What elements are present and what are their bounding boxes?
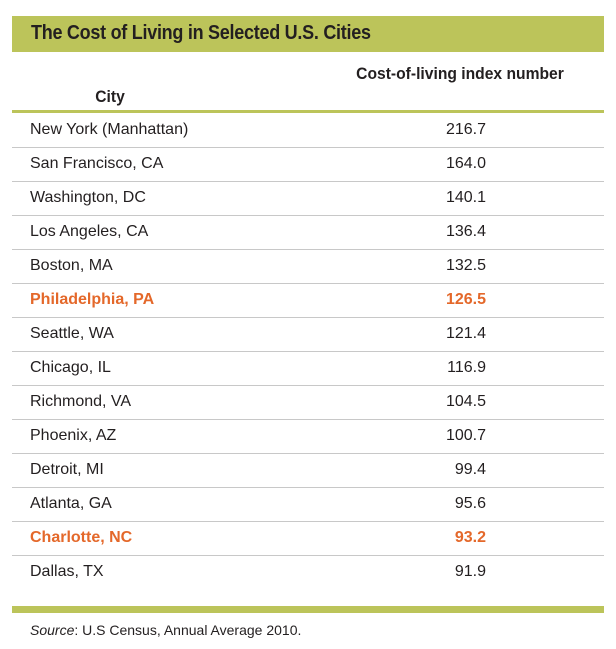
index-cell: 93.2 xyxy=(454,529,486,546)
city-cell: Phoenix, AZ xyxy=(30,427,117,444)
index-cell: 91.9 xyxy=(454,563,486,580)
table-row: Richmond, VA 104.5 xyxy=(12,386,604,420)
table-row: Charlotte, NC 93.2 xyxy=(12,522,604,556)
city-cell: Charlotte, NC xyxy=(30,529,133,546)
city-cell: Los Angeles, CA xyxy=(30,223,149,240)
index-cell: 95.6 xyxy=(454,495,486,512)
table-row: Dallas, TX 91.9 xyxy=(12,556,604,589)
table-row: Boston, MA 132.5 xyxy=(12,250,604,284)
index-cell: 100.7 xyxy=(445,427,486,444)
city-cell: Detroit, MI xyxy=(30,461,104,478)
index-cell: 132.5 xyxy=(445,257,486,274)
index-cell: 164.0 xyxy=(445,155,486,172)
table-row: Philadelphia, PA 126.5 xyxy=(12,284,604,318)
table-row: Washington, DC 140.1 xyxy=(12,182,604,216)
title-band: The Cost of Living in Selected U.S. Citi… xyxy=(12,16,604,52)
table-row: Phoenix, AZ 100.7 xyxy=(12,420,604,454)
header-rule xyxy=(12,110,604,113)
source-label: Source xyxy=(30,622,75,638)
table-row: Los Angeles, CA 136.4 xyxy=(12,216,604,250)
header-city: City xyxy=(95,87,125,106)
city-cell: Washington, DC xyxy=(30,189,146,206)
index-cell: 99.4 xyxy=(454,461,486,478)
table-title: The Cost of Living in Selected U.S. Citi… xyxy=(31,22,371,44)
city-cell: Dallas, TX xyxy=(30,563,104,580)
footer-rule xyxy=(12,606,604,613)
city-cell: Chicago, IL xyxy=(30,359,111,376)
table-row: New York (Manhattan) 216.7 xyxy=(12,114,604,148)
city-cell: Philadelphia, PA xyxy=(30,291,155,308)
index-cell: 136.4 xyxy=(445,223,486,240)
table-row: Seattle, WA 121.4 xyxy=(12,318,604,352)
index-cell: 121.4 xyxy=(445,325,486,342)
city-cell: Seattle, WA xyxy=(30,325,114,342)
index-cell: 116.9 xyxy=(447,359,486,376)
index-cell: 216.7 xyxy=(445,121,486,138)
table-body: New York (Manhattan) 216.7 San Francisco, … xyxy=(12,114,604,589)
source-text: : U.S Census, Annual Average 2010. xyxy=(74,622,302,638)
index-cell: 126.5 xyxy=(445,291,486,308)
city-cell: Atlanta, GA xyxy=(30,495,112,512)
table-row: Atlanta, GA 95.6 xyxy=(12,488,604,522)
city-cell: New York (Manhattan) xyxy=(30,121,189,138)
table-row: Detroit, MI 99.4 xyxy=(12,454,604,488)
city-cell: Boston, MA xyxy=(30,257,113,274)
source-note: Source: U.S Census, Annual Average 2010. xyxy=(30,622,301,638)
index-cell: 140.1 xyxy=(445,189,486,206)
city-cell: San Francisco, CA xyxy=(30,155,164,172)
index-cell: 104.5 xyxy=(445,393,486,410)
header-value: Cost-of-living index number xyxy=(356,64,564,83)
city-cell: Richmond, VA xyxy=(30,393,132,410)
table-row: San Francisco, CA 164.0 xyxy=(12,148,604,182)
table-row: Chicago, IL 116.9 xyxy=(12,352,604,386)
